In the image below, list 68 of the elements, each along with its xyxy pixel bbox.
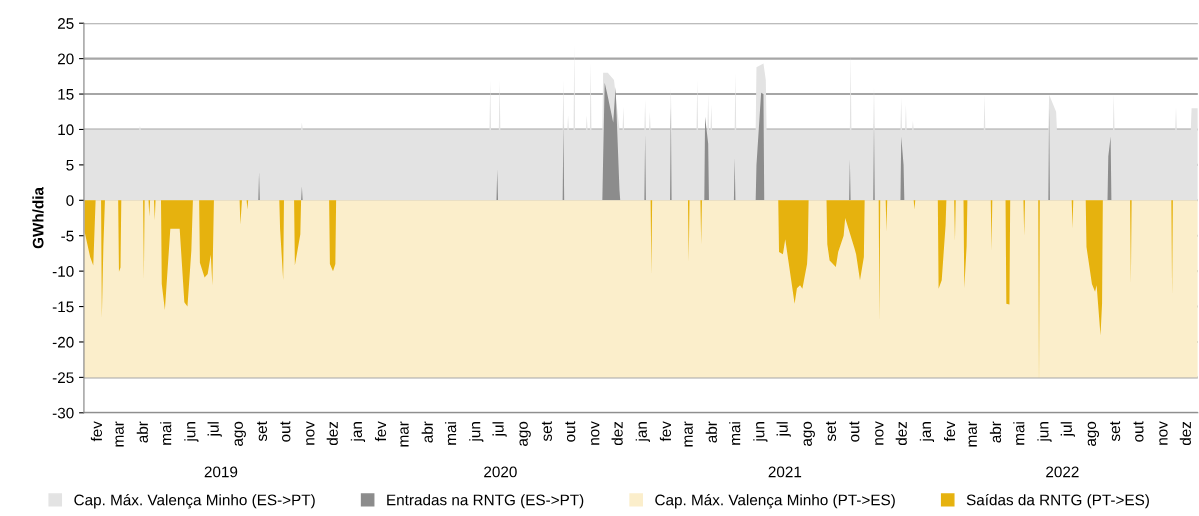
- x-tick-label: dez: [895, 421, 907, 446]
- x-tick-label: nov: [1159, 421, 1168, 445]
- legend-label: Cap. Máx. Valença Minho (ES->PT): [74, 493, 315, 509]
- x-tick-label: ago: [519, 421, 531, 446]
- x-tick-label: jan: [635, 422, 650, 442]
- x-tick-label: ago: [1087, 421, 1100, 446]
- y-tick-label: 0: [66, 195, 74, 206]
- x-tick-label: out: [1133, 421, 1144, 442]
- x-tick-label: mar: [115, 421, 124, 447]
- x-tick-label: jun: [469, 422, 484, 442]
- y-tick-label: 15: [58, 89, 74, 100]
- y-tick-label: 5: [66, 159, 74, 171]
- x-tick-label: mai: [444, 422, 457, 445]
- x-tick-label: set: [257, 421, 268, 442]
- text: 2021: [768, 466, 802, 478]
- y-tick-label: -10: [52, 266, 74, 277]
- x-tick-label: jul: [492, 422, 507, 437]
- y-tick-label: 10: [58, 124, 74, 136]
- text: 2022: [1046, 466, 1079, 478]
- x-tick-label: fev: [90, 421, 103, 442]
- x-tick-label: out: [565, 421, 576, 442]
- text: 2020: [484, 466, 517, 478]
- x-tick-label: abr: [705, 421, 717, 443]
- y-tick-label: -25: [52, 372, 74, 384]
- y-tick-label: 20: [57, 53, 74, 65]
- x-tick-label: ago: [234, 421, 246, 446]
- x-tick-label: dez: [326, 421, 338, 446]
- x-tick-label: jan: [350, 422, 366, 442]
- y-tick-label: -15: [52, 301, 74, 313]
- x-tick-label: fev: [943, 421, 956, 442]
- x-tick-label: dez: [611, 421, 623, 446]
- legend-label: Entradas na RNTG (ES->PT): [387, 494, 584, 509]
- x-tick-label: fev: [659, 421, 672, 442]
- x-tick-label: out: [849, 421, 860, 442]
- x-tick-label: nov: [306, 421, 315, 445]
- x-tick-label: set: [541, 421, 552, 442]
- x-tick-label: mai: [160, 422, 172, 445]
- x-tick-label: jun: [184, 422, 199, 442]
- text: 2019: [204, 466, 238, 478]
- y-tick-label: 25: [57, 18, 74, 29]
- legend-label: Saídas da RNTG (PT->ES): [966, 493, 1149, 509]
- y-tick-label: -30: [52, 407, 74, 419]
- x-tick-label: jul: [776, 422, 791, 437]
- x-tick-label: jul: [1060, 422, 1075, 437]
- x-tick-label: abr: [136, 421, 148, 443]
- x-tick-label: out: [280, 421, 291, 442]
- x-tick-label: mai: [1013, 422, 1025, 445]
- y-axis-title: GWh/dia: [32, 186, 44, 249]
- x-tick-label: abr: [421, 421, 433, 443]
- x-tick-label: mar: [968, 421, 977, 447]
- x-tick-label: mar: [400, 421, 409, 447]
- x-tick-label: nov: [591, 421, 600, 445]
- x-tick-label: mai: [729, 422, 741, 445]
- y-tick-label: -20: [52, 336, 74, 348]
- legend-label: Cap. Máx. Valença Minho (PT->ES): [655, 493, 895, 509]
- x-tick-label: jan: [919, 422, 935, 442]
- y-tick-label: -5: [61, 230, 74, 242]
- x-tick-label: mar: [684, 421, 693, 447]
- x-tick-label: dez: [1179, 421, 1191, 446]
- x-tick-label: jun: [753, 422, 768, 442]
- x-tick-label: set: [826, 421, 837, 442]
- x-tick-label: fev: [374, 421, 387, 442]
- x-tick-label: set: [1110, 421, 1121, 442]
- x-tick-label: abr: [989, 421, 1002, 443]
- x-tick-label: nov: [875, 421, 884, 445]
- x-tick-label: jun: [1037, 422, 1052, 442]
- x-tick-label: ago: [803, 421, 815, 446]
- x-tick-label: jul: [207, 422, 222, 437]
